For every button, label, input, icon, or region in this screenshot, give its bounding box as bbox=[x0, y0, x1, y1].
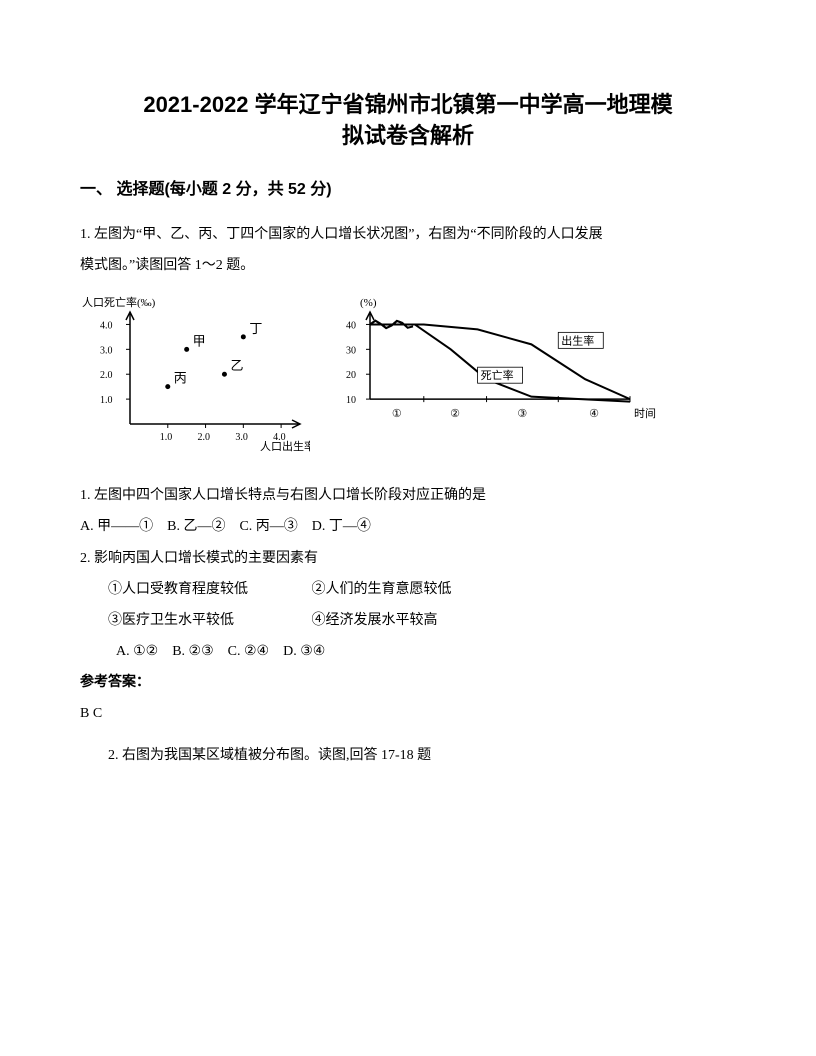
svg-text:20: 20 bbox=[346, 370, 356, 381]
q1-options: A. 甲——① B. 乙—② C. 丙—③ D. 丁—④ bbox=[80, 514, 736, 539]
svg-text:4.0: 4.0 bbox=[100, 320, 113, 331]
q2-factors-row2: ③医疗卫生水平较低 ④经济发展水平较高 bbox=[80, 608, 736, 633]
svg-text:3.0: 3.0 bbox=[235, 432, 248, 443]
svg-text:2.0: 2.0 bbox=[198, 432, 211, 443]
q1-intro: 1. 左图为“甲、乙、丙、丁四个国家的人口增长状况图”，右图为“不同阶段的人口发… bbox=[80, 220, 736, 282]
svg-text:②: ② bbox=[450, 408, 460, 420]
line-chart: (%) 10 20 30 40 ① ② ③ ④ 时间 出生率死亡率 bbox=[330, 294, 670, 463]
charts-row: 人口死亡率(‰)人口出生率(‰)1.02.03.04.01.02.03.04.0… bbox=[80, 294, 736, 463]
svg-text:30: 30 bbox=[346, 345, 356, 356]
svg-text:3.0: 3.0 bbox=[100, 345, 113, 356]
svg-text:丙: 丙 bbox=[174, 371, 187, 386]
svg-text:10: 10 bbox=[346, 395, 356, 406]
title-line-1: 2021-2022 学年辽宁省锦州市北镇第一中学高一地理模 bbox=[80, 90, 736, 121]
svg-text:时间: 时间 bbox=[634, 407, 656, 420]
q1-text: 1. 左图中四个国家人口增长特点与右图人口增长阶段对应正确的是 bbox=[80, 483, 736, 508]
svg-text:①: ① bbox=[392, 408, 402, 420]
answer-label: 参考答案： bbox=[80, 670, 736, 695]
title-line-2: 拟试卷含解析 bbox=[80, 121, 736, 152]
svg-text:40: 40 bbox=[346, 320, 356, 331]
q2-factor-4: ④经济发展水平较高 bbox=[312, 613, 438, 628]
q1-intro-line1: 1. 左图为“甲、乙、丙、丁四个国家的人口增长状况图”，右图为“不同阶段的人口发… bbox=[80, 227, 603, 242]
q2-text: 2. 影响丙国人口增长模式的主要因素有 bbox=[80, 546, 736, 571]
svg-text:1.0: 1.0 bbox=[100, 395, 113, 406]
svg-text:1.0: 1.0 bbox=[160, 432, 173, 443]
section-1-header: 一、 选择题(每小题 2 分，共 52 分) bbox=[80, 176, 736, 205]
q2-factor-2: ②人们的生育意愿较低 bbox=[312, 582, 452, 597]
q2-factor-1: ①人口受教育程度较低 bbox=[108, 577, 308, 602]
q2-options: A. ①② B. ②③ C. ②④ D. ③④ bbox=[80, 639, 736, 664]
svg-text:出生率: 出生率 bbox=[561, 333, 594, 347]
q2-factor-3: ③医疗卫生水平较低 bbox=[108, 608, 308, 633]
svg-text:死亡率: 死亡率 bbox=[481, 368, 514, 382]
scatter-chart: 人口死亡率(‰)人口出生率(‰)1.02.03.04.01.02.03.04.0… bbox=[80, 294, 310, 463]
svg-text:④: ④ bbox=[589, 408, 599, 420]
svg-text:人口死亡率(‰): 人口死亡率(‰) bbox=[82, 295, 156, 309]
svg-text:丁: 丁 bbox=[249, 321, 262, 336]
svg-text:4.0: 4.0 bbox=[273, 432, 286, 443]
q2b-text: 2. 右图为我国某区域植被分布图。读图,回答 17-18 题 bbox=[80, 743, 736, 768]
q1-intro-line2: 模式图。”读图回答 1～2 题。 bbox=[80, 258, 254, 273]
svg-text:乙: 乙 bbox=[230, 358, 243, 373]
q2-factors-row1: ①人口受教育程度较低 ②人们的生育意愿较低 bbox=[80, 577, 736, 602]
svg-text:(%): (%) bbox=[360, 297, 377, 309]
svg-text:2.0: 2.0 bbox=[100, 370, 113, 381]
answer-text: B C bbox=[80, 701, 736, 726]
svg-text:甲: 甲 bbox=[193, 333, 206, 348]
svg-text:③: ③ bbox=[517, 408, 527, 420]
exam-title: 2021-2022 学年辽宁省锦州市北镇第一中学高一地理模 拟试卷含解析 bbox=[80, 90, 736, 152]
